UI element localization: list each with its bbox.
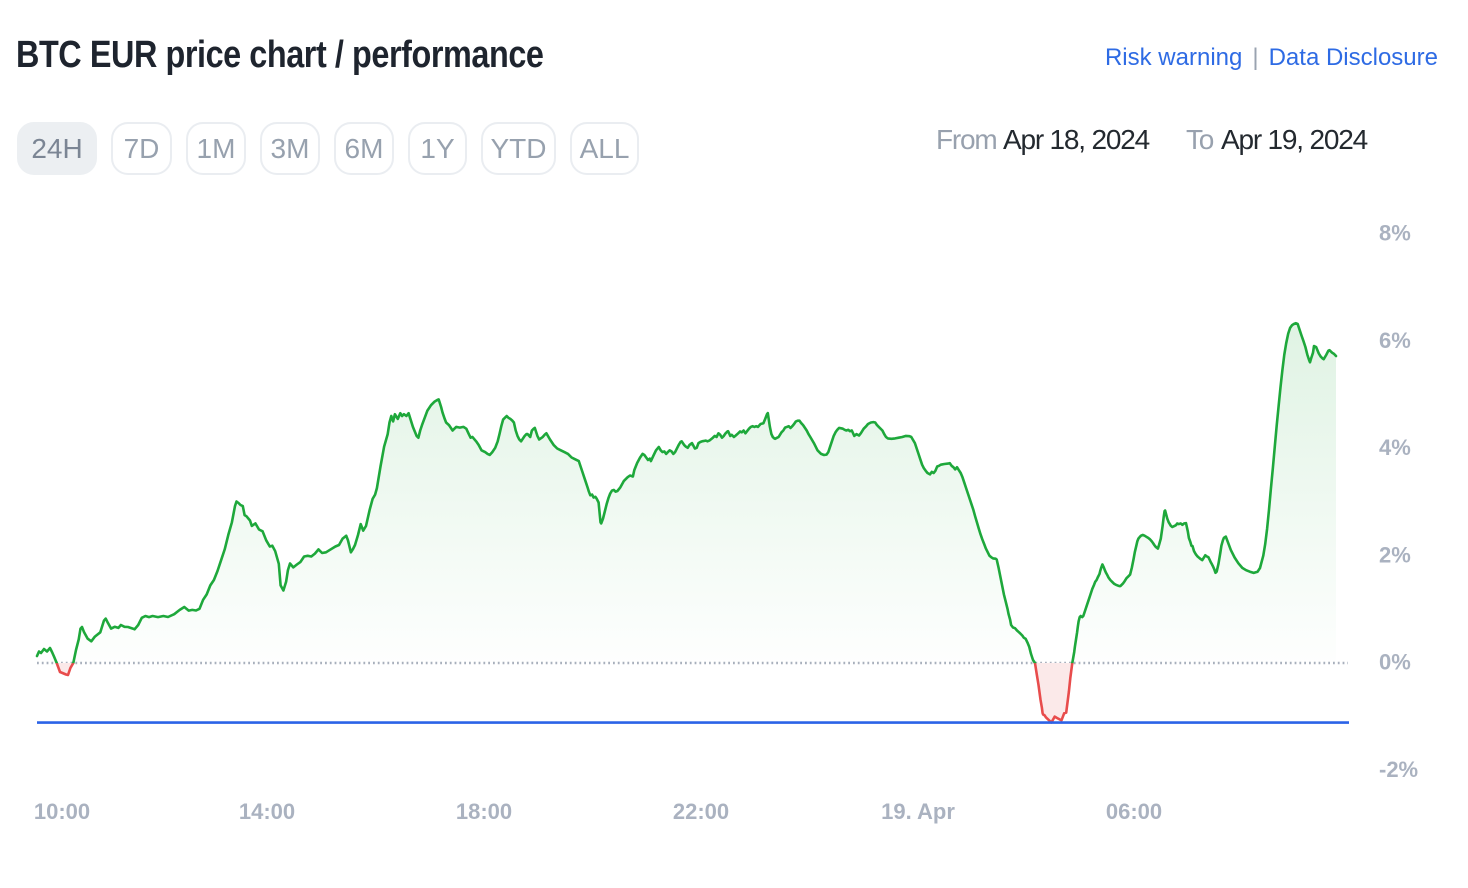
svg-text:8%: 8% [1379, 221, 1411, 246]
svg-text:19. Apr: 19. Apr [881, 799, 955, 824]
svg-text:18:00: 18:00 [456, 799, 512, 824]
svg-text:0%: 0% [1379, 650, 1411, 675]
svg-text:2%: 2% [1379, 542, 1411, 567]
svg-text:06:00: 06:00 [1106, 799, 1162, 824]
svg-text:4%: 4% [1379, 435, 1411, 460]
svg-text:14:00: 14:00 [239, 799, 295, 824]
svg-text:10:00: 10:00 [34, 799, 90, 824]
svg-text:-2%: -2% [1379, 757, 1418, 782]
svg-text:22:00: 22:00 [673, 799, 729, 824]
svg-text:6%: 6% [1379, 328, 1411, 353]
